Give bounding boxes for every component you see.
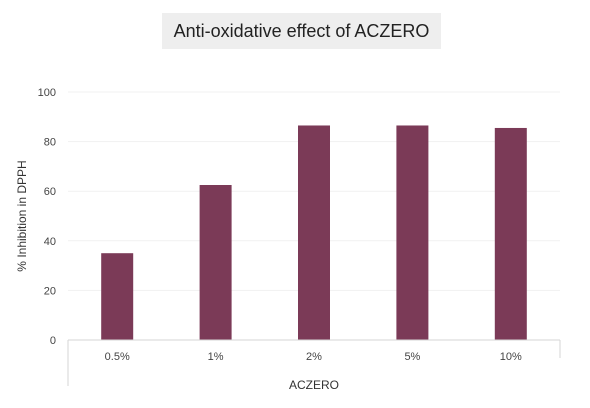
bar [101,253,134,340]
bars [101,125,527,341]
chart-title-box: Anti-oxidative effect of ACZERO [162,13,441,49]
y-tick-label: 0 [50,335,56,347]
y-tick-label: 80 [44,137,56,149]
y-axis-title: % Inhibition in DPPH [15,160,29,271]
y-tick-labels: 0 20 40 60 80 100 [38,87,56,347]
chart-title: Anti-oxidative effect of ACZERO [173,20,430,41]
y-tick-label: 40 [44,236,56,248]
x-tick-labels: 0.5% 1% 2% 5% 10% [105,351,522,363]
bar [298,125,330,340]
bar [396,125,429,340]
x-tick-label: 10% [500,351,522,363]
y-tick-label: 20 [44,285,56,297]
x-tick-label: 2% [306,351,322,363]
x-tick-label: 1% [208,351,224,363]
bar [199,185,232,340]
x-tick-label: 5% [404,351,420,363]
x-tick-label: 0.5% [105,351,130,363]
axes [67,339,561,386]
y-tick-label: 100 [38,87,56,99]
x-axis-title: ACZERO [289,378,339,392]
bar [494,127,527,341]
y-tick-label: 60 [44,186,56,198]
